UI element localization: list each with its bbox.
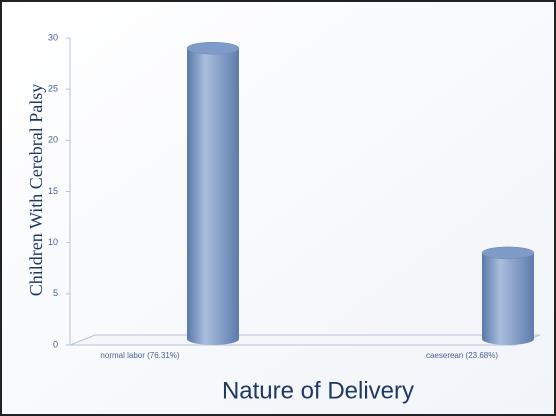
y-tick-label: 15 xyxy=(48,186,58,196)
floor xyxy=(69,334,541,346)
bar-body xyxy=(482,252,534,345)
bar-top xyxy=(481,246,535,260)
y-tick-label: 5 xyxy=(53,288,58,298)
y-tick-label: 10 xyxy=(48,237,58,247)
y-tick-label: 30 xyxy=(48,32,58,42)
bar xyxy=(481,246,535,345)
x-axis-title: Nature of Delivery xyxy=(222,377,414,404)
y-tick-label: 0 xyxy=(53,339,58,349)
y-tick-label: 20 xyxy=(48,135,58,145)
y-tick-label: 25 xyxy=(48,84,58,94)
bar-top xyxy=(186,41,240,55)
y-axis-title: Children With Cerebral Palsy xyxy=(26,84,46,296)
bar xyxy=(186,41,240,345)
bar-body xyxy=(187,48,239,345)
x-tick-label: caeserean (23.68%) xyxy=(426,351,498,360)
x-tick-label: normal labor (76.31%) xyxy=(100,351,179,360)
